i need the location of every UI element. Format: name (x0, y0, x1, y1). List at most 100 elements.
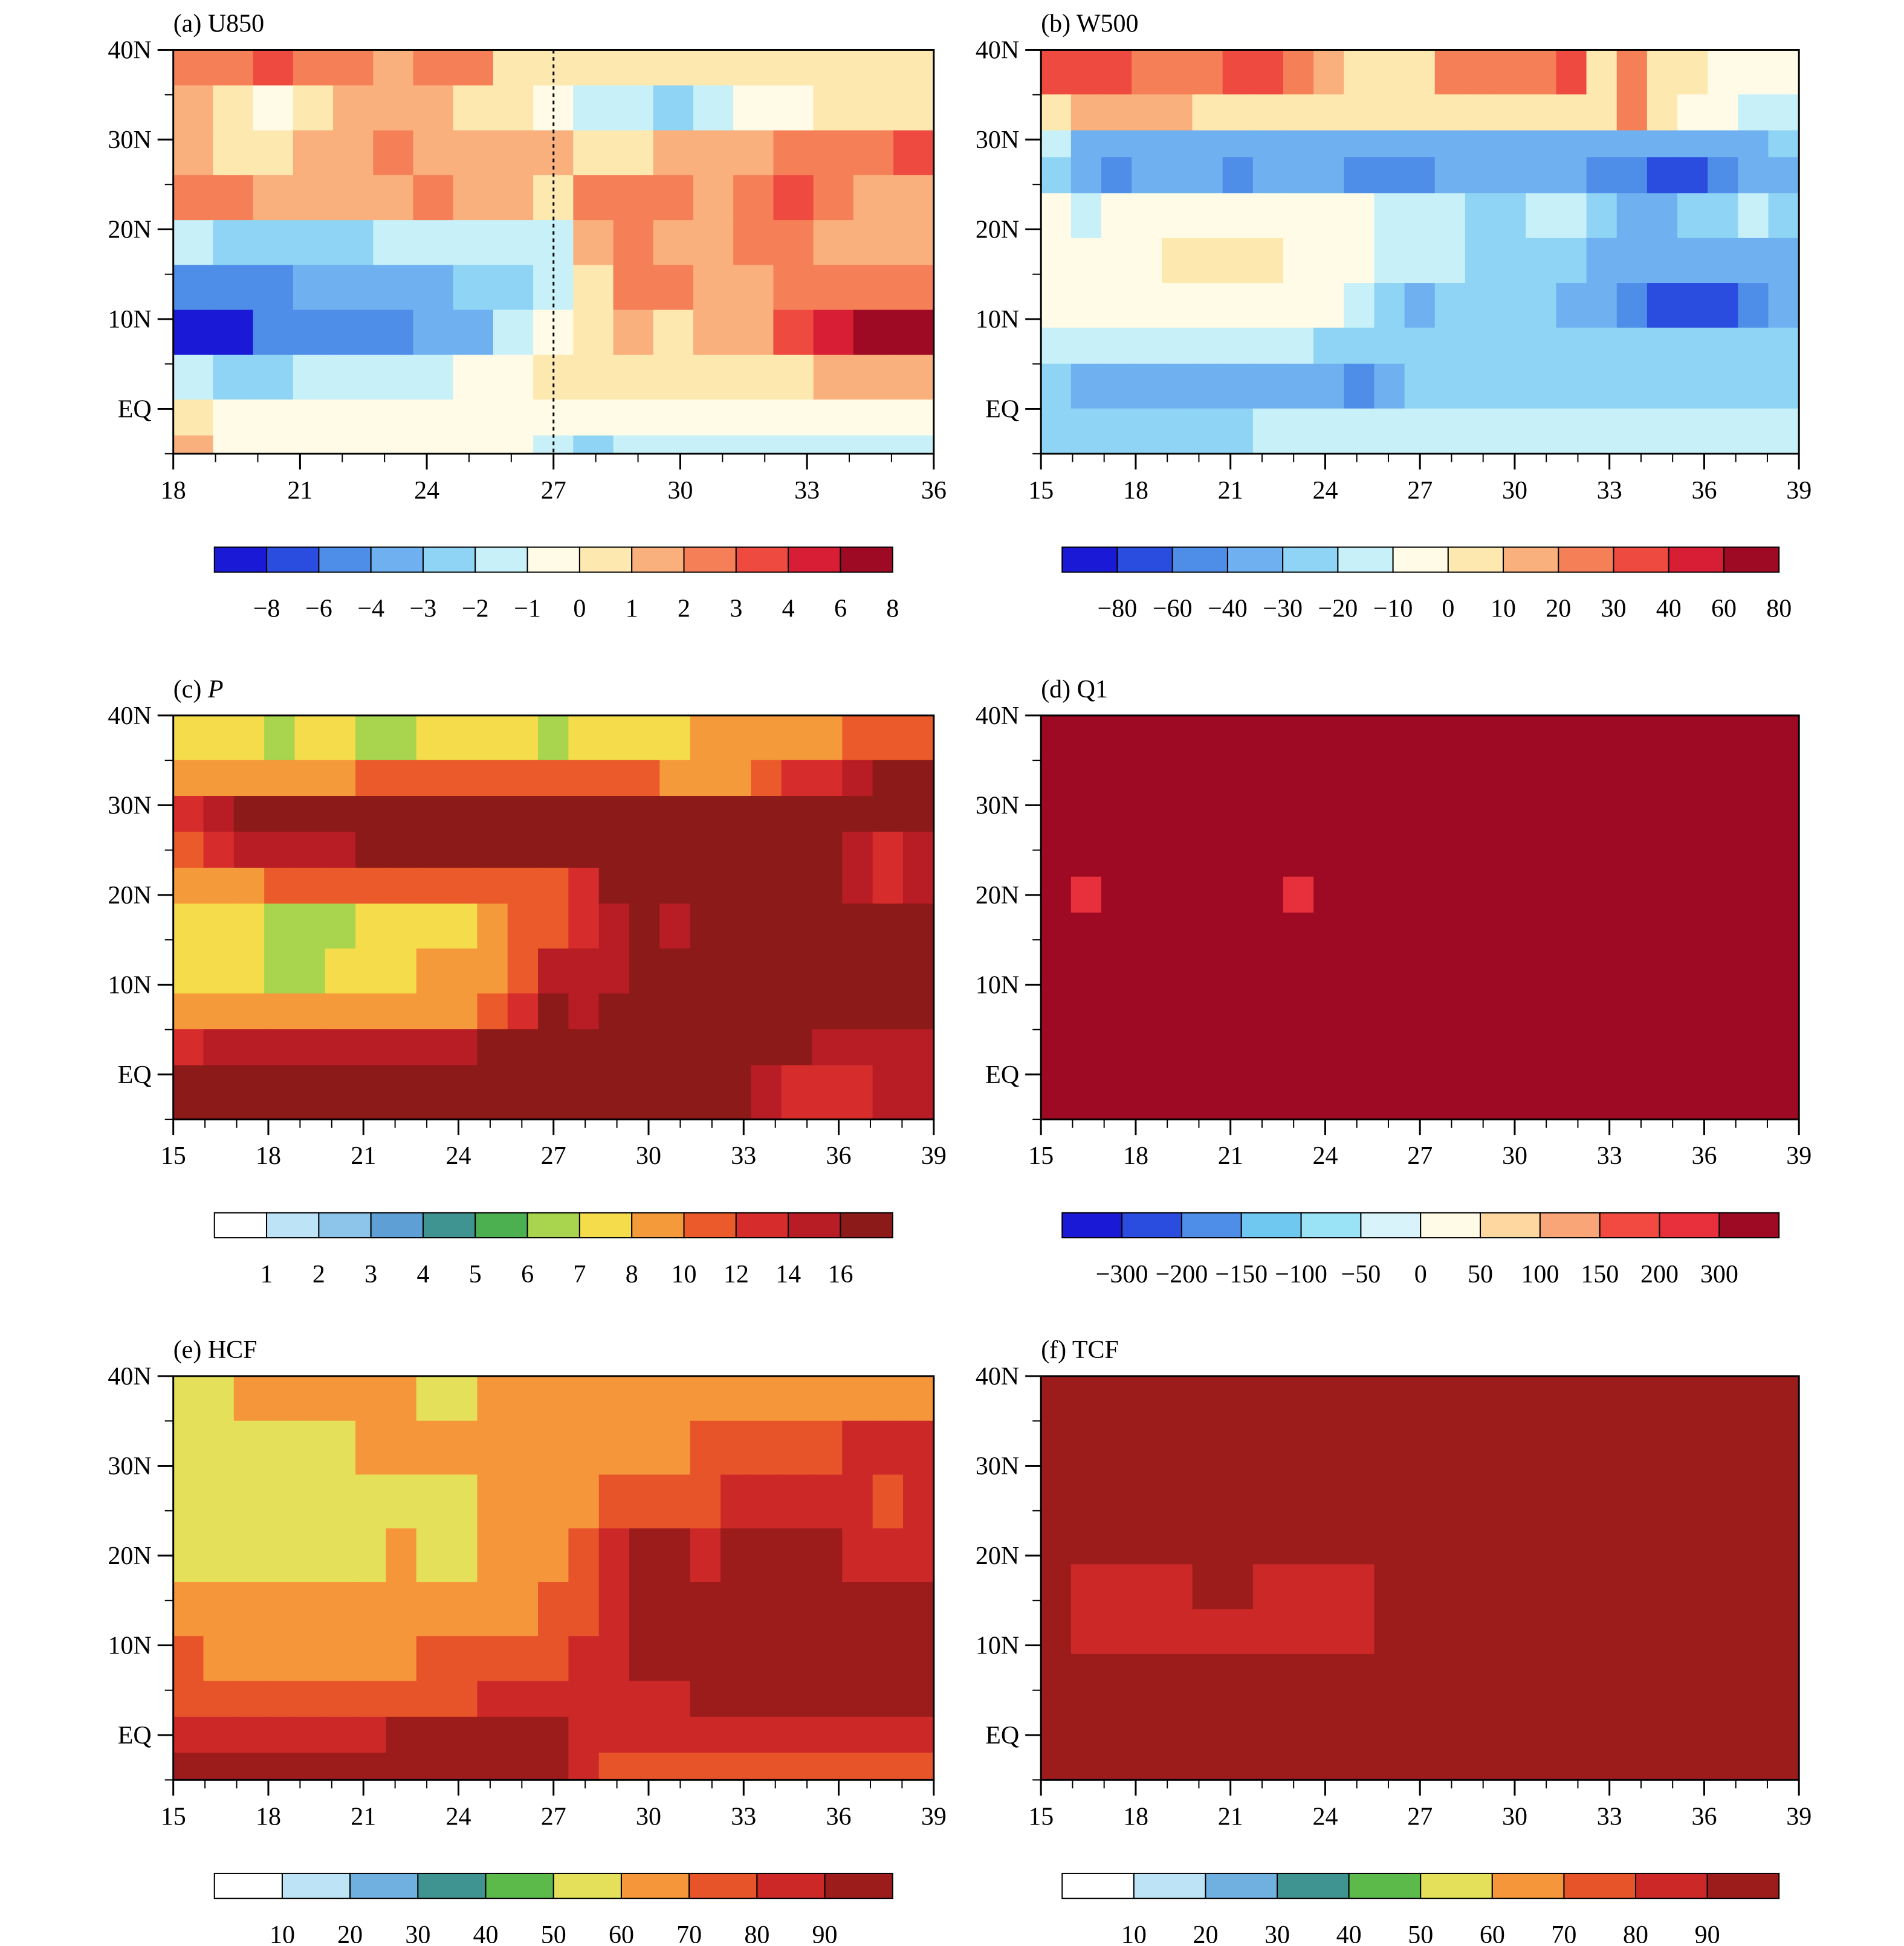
y-tick-label: 30N (108, 126, 151, 154)
contour-cell (1041, 283, 1072, 329)
contour-cell (386, 796, 417, 833)
contour-cell (1162, 1438, 1193, 1484)
contour-cell (1647, 1083, 1679, 1120)
contour-cell (453, 220, 494, 266)
colorbar-swatch (688, 1872, 758, 1899)
contour-cell (1222, 1564, 1254, 1610)
contour-cell (1070, 409, 1103, 454)
contour-cell (1132, 715, 1163, 761)
contour-cell (538, 1420, 569, 1475)
x-tick-label: 30 (636, 1803, 661, 1831)
contour-cell (1434, 363, 1466, 409)
x-tick-label: 27 (541, 1803, 566, 1831)
contour-cell (173, 220, 214, 266)
contour-cell (842, 867, 873, 905)
contour-cell (1465, 913, 1497, 958)
x-tick-label: 21 (351, 1803, 376, 1831)
contour-cell (751, 715, 782, 761)
contour-cell (253, 265, 294, 311)
contour-cell (477, 1681, 508, 1718)
contour-cell (773, 175, 814, 221)
x-tick-label: 30 (1502, 1142, 1527, 1170)
contour-cell (812, 796, 843, 833)
colorbar: −80 −60 −40 −30 −20 −10 0 10 20 30 40 60 80 (1061, 546, 1792, 623)
contour-cell (1374, 363, 1405, 409)
contour-cell (1495, 94, 1527, 131)
colorbar-label: 6 (521, 1261, 534, 1288)
contour-field (1041, 50, 1799, 454)
contour-cell (812, 1029, 843, 1066)
contour-cell (842, 1029, 873, 1066)
y-tick-label: 20N (108, 216, 151, 244)
colorbar-swatch (1360, 1212, 1422, 1239)
contour-cell (507, 903, 539, 949)
colorbar-swatch (620, 1872, 690, 1899)
contour-cell (733, 399, 774, 436)
contour-cell (1647, 1609, 1679, 1655)
contour-cell (1041, 957, 1072, 994)
contour-cell (1283, 1483, 1315, 1529)
contour-cell (812, 1474, 843, 1529)
contour-cell (1495, 1564, 1527, 1610)
contour-cell (1374, 1564, 1405, 1610)
contour-cell (1738, 1038, 1769, 1084)
contour-cell (1434, 238, 1466, 284)
contour-cell (1283, 1609, 1315, 1655)
contour-cell (1313, 50, 1345, 95)
contour-cell (629, 1065, 661, 1120)
contour-cell (1041, 1528, 1072, 1565)
contour-cell (598, 832, 630, 868)
contour-cell (1465, 157, 1497, 194)
contour-cell (1616, 363, 1648, 409)
colorbar-label: 3 (730, 595, 742, 623)
contour-cell (294, 1716, 326, 1754)
contour-cell (1222, 993, 1254, 1039)
contour-cell (1222, 130, 1254, 158)
colorbar-label: 3 (364, 1261, 377, 1288)
contour-cell (1041, 876, 1072, 914)
contour-cell (453, 85, 494, 131)
contour-cell (173, 760, 204, 797)
contour-cell (659, 1474, 691, 1529)
contour-cell (1586, 796, 1617, 842)
contour-cell (203, 867, 235, 905)
contour-cell (447, 1420, 478, 1475)
panel-title-prefix: (f) (1041, 1336, 1072, 1364)
contour-cell (659, 993, 691, 1030)
contour-cell (1434, 957, 1466, 994)
contour-cell (659, 715, 691, 761)
contour-cell (598, 867, 630, 905)
contour-cell (1070, 238, 1103, 284)
contour-cell (573, 130, 614, 176)
contour-cell (1616, 1653, 1648, 1691)
contour-cell (1252, 1083, 1284, 1120)
colorbar-label: −3 (410, 595, 437, 623)
contour-cell (1465, 328, 1497, 364)
contour-cell (173, 1065, 204, 1120)
contour-cell (1283, 1038, 1315, 1084)
contour-cell (1556, 796, 1587, 842)
contour-cell (1586, 1038, 1617, 1084)
contour-cell (477, 796, 508, 833)
contour-cell (1374, 409, 1405, 454)
contour-cell (690, 1065, 722, 1120)
contour-cell (1586, 1483, 1617, 1529)
contour-cell (1434, 1083, 1466, 1120)
x-tick-label: 39 (921, 1803, 947, 1831)
contour-cell (325, 1582, 357, 1637)
contour-cell (1556, 1653, 1587, 1691)
contour-cell (1313, 1038, 1345, 1084)
contour-cell (872, 1065, 904, 1120)
contour-cell (447, 948, 478, 994)
contour-cell (568, 1376, 600, 1421)
contour-cell (1283, 328, 1315, 364)
contour-cell (493, 354, 534, 401)
contour-cell (1283, 409, 1315, 454)
contour-cell (333, 265, 374, 311)
contour-cell (1283, 283, 1315, 329)
contour-cell (598, 1420, 630, 1475)
x-tick-label: 33 (1597, 1142, 1622, 1170)
contour-cell (416, 1636, 448, 1682)
contour-cell (1374, 957, 1405, 994)
